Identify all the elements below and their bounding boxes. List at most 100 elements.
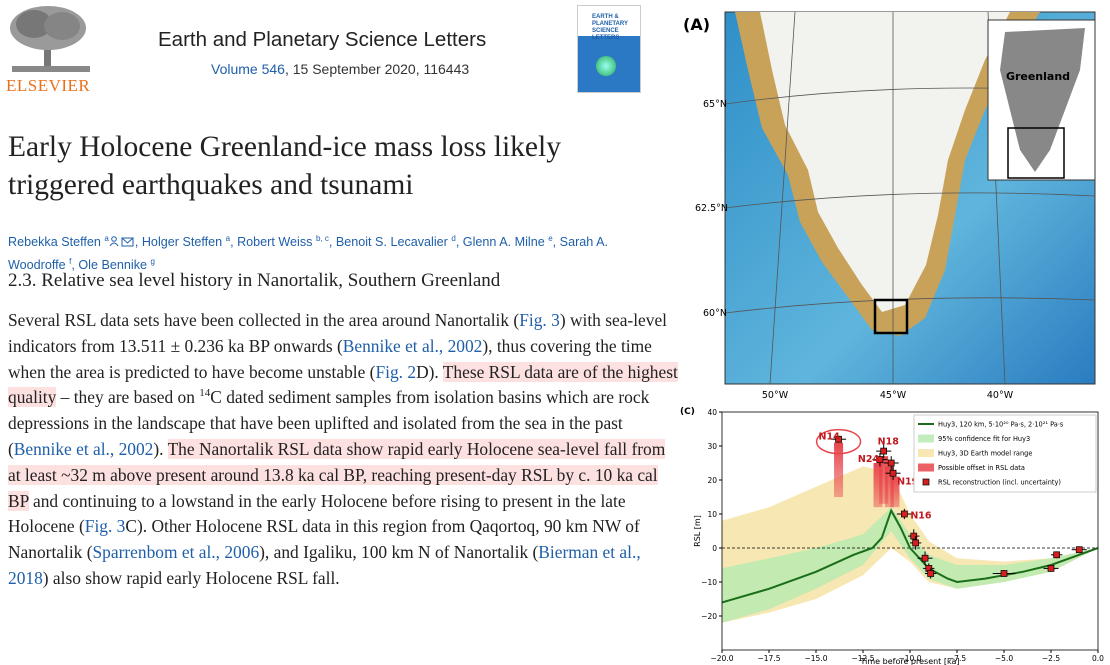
author-name[interactable]: , Sarah A. Woodroffe — [8, 235, 608, 273]
publisher: ELSEVIER — [6, 76, 91, 95]
cover-title: EARTH & PLANETARY SCIENCE LETTERS — [592, 14, 628, 41]
legend-frame — [913, 414, 1097, 493]
paragraph: Several RSL data sets have been collecte… — [8, 308, 680, 592]
legend-label: RSL reconstruction (incl. uncertainty) — [938, 479, 1061, 487]
issue-info: , 15 September 2020, 116443 — [284, 61, 470, 77]
citation-link[interactable]: Bennike et al., 2002 — [13, 438, 154, 459]
author-name[interactable]: , Robert Weiss — [230, 235, 316, 250]
author-name[interactable]: , Glenn A. Milne — [455, 235, 549, 250]
rsl-point — [921, 554, 929, 562]
legend-swatch — [918, 463, 934, 472]
volume-link[interactable]: Volume 546 — [211, 61, 285, 77]
point-label: N18 — [878, 437, 900, 448]
lon-label: 45°W — [880, 390, 907, 401]
greenland-ice — [760, 12, 1010, 312]
x-tick-label: −15.0 — [805, 654, 828, 663]
text: ), thus covering the time when the area … — [8, 335, 652, 382]
affiliation[interactable]: f — [69, 257, 72, 267]
volume-info: Volume 546, 15 September 2020, 116443 — [211, 61, 469, 77]
legend-swatch — [918, 434, 934, 443]
citation-link[interactable]: Fig. 3 — [84, 516, 126, 537]
text: C). Other Holocene RSL data in this regi… — [8, 516, 640, 563]
rsl-point — [1075, 546, 1083, 554]
author-icons[interactable] — [109, 233, 135, 247]
y-tick-label: 0 — [712, 544, 717, 553]
citation-link[interactable]: Sparrenbom et al., 2006 — [92, 542, 260, 563]
text: and continuing to a lowstand in the earl… — [8, 490, 626, 537]
panel-label: (C) — [680, 407, 695, 417]
lat-label: 62.5°N — [695, 203, 728, 214]
rsl-point — [887, 459, 895, 467]
legend-label: Huy3, 3D Earth model range — [938, 450, 1032, 458]
citation-link[interactable]: Bennike et al., 2002 — [342, 335, 483, 356]
cover-globe — [596, 56, 616, 76]
point-label: N19 — [897, 477, 918, 488]
rsl-point — [1047, 565, 1055, 572]
legend-label: Huy3, 120 km, 5·10²⁰ Pa·s, 2·10²¹ Pa·s — [938, 421, 1064, 429]
author-name[interactable]: , Holger Steffen — [134, 235, 226, 250]
study-area-box — [873, 298, 909, 335]
rsl-point — [912, 539, 919, 547]
icons — [109, 236, 134, 247]
rsl-point — [835, 435, 842, 443]
text: D). — [416, 361, 443, 382]
authors: Rebekka Steffen a, Holger Steffen a, Rob… — [8, 229, 618, 275]
publisher-logo — [10, 6, 90, 72]
section-heading: 2.3. Relative sea level history in Nanor… — [8, 270, 501, 291]
offset-bar — [879, 456, 889, 504]
highlight-ellipse — [815, 428, 862, 455]
inset-greenland — [1000, 28, 1085, 172]
x-tick-label: −20.0 — [711, 654, 734, 663]
y-tick-label: −20 — [701, 612, 717, 621]
journal-cover[interactable]: EARTH & PLANETARY SCIENCE LETTERS — [577, 5, 641, 93]
x-axis-label: Time before present [ka] — [860, 657, 960, 665]
x-tick-label: −7.5 — [948, 654, 966, 663]
text: ) with sea-level indicators from 13.511 … — [8, 310, 668, 356]
text: Several RSL data sets have been collecte… — [8, 310, 520, 330]
y-tick-label: 40 — [707, 408, 717, 417]
author-name[interactable]: , Ole Bennike — [71, 258, 151, 273]
legend-swatch — [922, 478, 930, 486]
affiliation[interactable]: e — [548, 234, 553, 243]
rsl-point — [889, 469, 897, 477]
affiliation[interactable]: g — [150, 257, 155, 267]
journal-name[interactable]: Earth and Planetary Science Letters — [158, 28, 487, 51]
chart-panel: (C) N14 N18 N24 N19 N16 −20.0 −17.5 −15.0 −12.5 −1… — [680, 407, 1104, 665]
text: C dated sediment samples from isolation … — [8, 387, 650, 459]
rsl-point — [1000, 570, 1008, 577]
x-tick-label: −5.0 — [995, 654, 1013, 663]
citation-link[interactable]: Fig. 3 — [519, 310, 560, 330]
text: ). — [153, 438, 168, 459]
model-band — [722, 507, 1098, 623]
affiliation[interactable]: a — [225, 234, 231, 243]
y-tick-label: 30 — [707, 442, 717, 451]
text: 14 — [199, 387, 211, 400]
y-tick-label: 20 — [707, 476, 717, 485]
citation-link[interactable]: Bierman et al., 2018 — [8, 542, 641, 588]
affiliation[interactable]: a — [104, 234, 109, 243]
rsl-point — [880, 447, 888, 455]
y-tick-label: 10 — [707, 510, 717, 519]
affiliation[interactable]: b, c — [315, 234, 329, 243]
point-label: N24 — [858, 454, 880, 465]
y-axis-label: RSL [m] — [693, 515, 702, 547]
x-tick-label: −12.5 — [852, 654, 875, 663]
inset-box — [1007, 127, 1065, 179]
affiliation[interactable]: d — [451, 234, 456, 243]
rsl-point — [1053, 551, 1060, 559]
legend-label: 95% confidence fit for Huy3 — [938, 435, 1030, 443]
author-name[interactable]: , Benoit S. Lecavalier — [328, 235, 452, 250]
legend-label: Possible offset in RSL data — [938, 464, 1025, 472]
y-tick-label: −10 — [701, 578, 717, 587]
x-tick-label: −10.0 — [899, 654, 922, 663]
citation-link[interactable]: Fig. 2 — [375, 361, 417, 382]
lon-label: 50°W — [762, 390, 789, 401]
map-panel: (A) 65°N 62.5°N 60°N 50°W 45°W 40°W Greenland — [683, 11, 1096, 401]
x-tick-label: −17.5 — [758, 654, 781, 663]
inset-label: Greenland — [1006, 70, 1070, 83]
point-label: N16 — [910, 511, 932, 522]
legend-swatch — [918, 449, 934, 457]
offset-bar — [873, 463, 883, 508]
author-name[interactable]: Rebekka Steffen — [8, 235, 105, 250]
